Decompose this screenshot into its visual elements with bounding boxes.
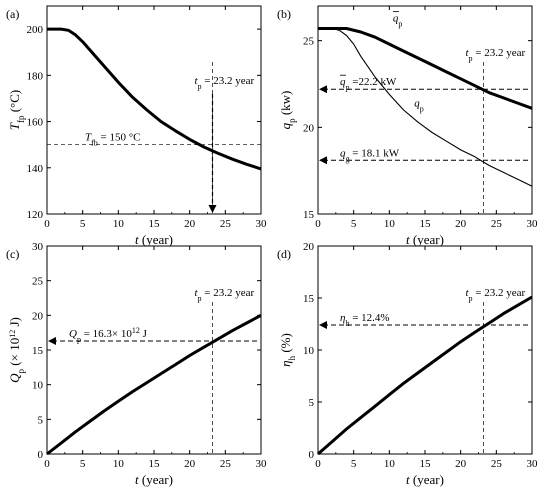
x-axis-label: t (year) [135, 232, 173, 247]
y-tick-label: 140 [27, 163, 44, 175]
x-tick-label: 10 [384, 458, 396, 470]
x-tick-label: 10 [384, 218, 396, 230]
y-axis-label: ηh (%) [278, 333, 297, 367]
x-tick-label: 25 [491, 218, 503, 230]
x-tick-label: 0 [315, 458, 321, 470]
panel-label: (c) [6, 247, 19, 261]
y-tick-label: 0 [38, 449, 44, 461]
y-tick-label: 20 [32, 310, 44, 322]
tp-label: tp = 23.2 year [465, 47, 525, 63]
y-tick-label: 15 [303, 209, 315, 221]
panel-1: (a) 0 5 10 15 20 25 30 120 140 160 180 200 t (year) Tf… [6, 5, 268, 247]
series-line-1 [317, 295, 533, 456]
y-tick-label: 15 [303, 293, 315, 305]
x-tick-label: 5 [351, 458, 357, 470]
y-axis-label: Qp (× 1012 J) [7, 317, 26, 383]
x-tick-label: 25 [491, 458, 503, 470]
series-label-1-symbol: q [393, 13, 399, 25]
tp-label: tp = 23.2 year [194, 75, 254, 91]
y-tick-label: 30 [32, 241, 44, 253]
y-tick-label: 5 [309, 397, 315, 409]
tp-label-symbol: t [194, 287, 198, 299]
value-arrow-label: qg = 18.1 kW [340, 147, 400, 163]
panel-label: (a) [6, 7, 19, 21]
value-arrow-label-symbol: Q [69, 328, 77, 340]
y-tick-label: 25 [32, 276, 44, 288]
y-tick-label: 20 [303, 241, 315, 253]
x-tick-label: 15 [149, 218, 161, 230]
x-tick-label: 10 [113, 218, 125, 230]
y-tick-label: 10 [32, 380, 44, 392]
tp-label: tp = 23.2 year [194, 287, 254, 303]
x-tick-label: 25 [220, 458, 232, 470]
value-arrow-label: Qp = 16.3× 1012 J [69, 325, 148, 343]
y-tick-label: 10 [303, 345, 315, 357]
x-tick-label: 5 [80, 458, 86, 470]
x-tick-label: 20 [184, 458, 196, 470]
x-axis-label: t (year) [135, 472, 173, 487]
value-arrow-label-symbol: q [340, 76, 346, 88]
series-line-1 [46, 313, 262, 456]
y-tick-label: 200 [27, 24, 44, 36]
series-label-1: qp [393, 13, 403, 29]
x-tick-label: 0 [44, 458, 50, 470]
tp-label-symbol: t [465, 287, 469, 299]
axes-frame [46, 245, 262, 455]
value-arrow-label-symbol: η [340, 312, 345, 324]
y-axis-label: Tfp (°C) [7, 90, 26, 131]
y-tick-label: 25 [303, 36, 315, 48]
panel-label: (d) [277, 247, 291, 261]
value-arrow-label: qp =22.2 kW [340, 76, 397, 92]
tp-label-symbol: t [465, 47, 469, 59]
series-label-2: qp [414, 98, 424, 114]
x-tick-label: 20 [455, 458, 467, 470]
tfb-label: Tfb = 150 °C [85, 132, 141, 148]
x-tick-label: 30 [256, 458, 268, 470]
x-tick-label: 0 [44, 218, 50, 230]
panel-label: (b) [277, 7, 291, 21]
y-tick-label: 0 [309, 449, 315, 461]
panel-3: (c) 0 5 10 15 20 25 30 0 5 10 15 20 25 30 t (year) Qp (×… [6, 241, 267, 487]
y-tick-label: 15 [32, 345, 44, 357]
panel-2: (b) 0 5 10 15 20 25 30 15 20 25 t (year) qp (kw) tp =… [277, 5, 539, 247]
x-tick-label: 15 [149, 458, 161, 470]
x-tick-label: 30 [256, 218, 268, 230]
x-tick-label: 25 [220, 218, 232, 230]
value-arrow-label-symbol: q [340, 147, 346, 159]
series-line-1 [47, 27, 262, 171]
series-line-2 [318, 27, 533, 187]
x-tick-label: 0 [315, 218, 321, 230]
tp-label-symbol: t [194, 75, 198, 87]
x-tick-label: 20 [455, 218, 467, 230]
x-tick-label: 30 [527, 458, 539, 470]
tfb-label-symbol: T [85, 132, 92, 144]
x-tick-label: 5 [351, 218, 357, 230]
tp-label: tp = 23.2 year [465, 287, 525, 303]
y-tick-label: 160 [27, 117, 44, 129]
y-tick-label: 180 [27, 70, 44, 82]
series-label-2-symbol: q [414, 98, 420, 110]
x-tick-label: 15 [420, 458, 432, 470]
panel-4: (d) 0 5 10 15 20 25 30 0 5 10 15 20 t (year) ηh (%) tp … [277, 241, 538, 487]
y-tick-label: 20 [303, 122, 315, 134]
x-tick-label: 15 [420, 218, 432, 230]
x-tick-label: 5 [80, 218, 86, 230]
axes-frame [317, 245, 533, 455]
y-axis-label: qp (kw) [278, 91, 297, 130]
y-tick-label: 120 [27, 209, 44, 221]
series-line-1 [318, 27, 533, 110]
x-tick-label: 20 [184, 218, 196, 230]
axes-frame [317, 5, 533, 215]
x-axis-label: t (year) [406, 232, 444, 247]
y-tick-label: 5 [38, 414, 44, 426]
x-axis-label: t (year) [406, 472, 444, 487]
value-arrow-label: ηh = 12.4% [340, 312, 390, 328]
x-tick-label: 30 [527, 218, 539, 230]
x-tick-label: 10 [113, 458, 125, 470]
